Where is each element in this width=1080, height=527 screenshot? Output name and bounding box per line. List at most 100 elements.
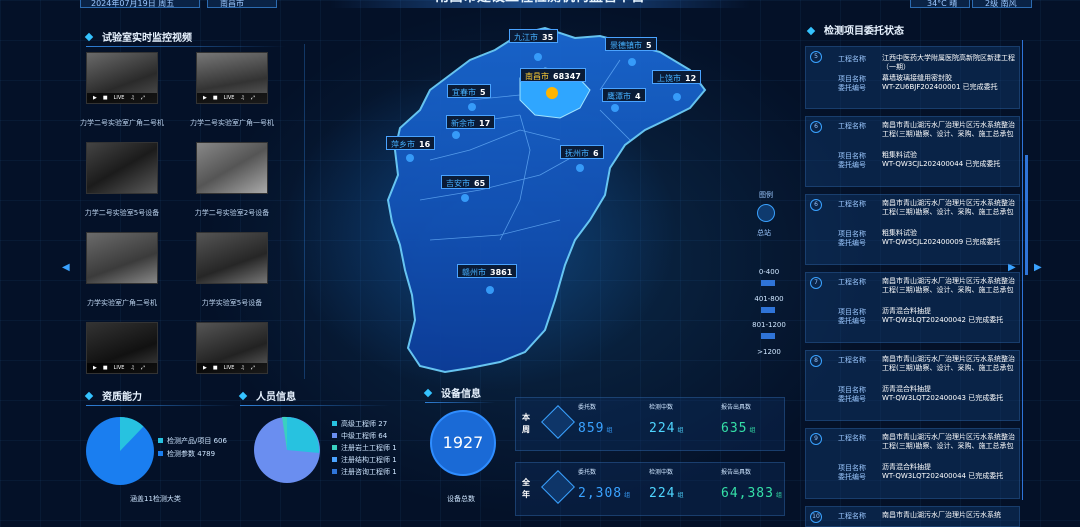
weather-display: 34°C 晴 [910,0,970,8]
qualification-footer: 涵盖11检测大类 [130,495,181,503]
pie-slice-products [120,417,144,451]
personnel-legend-2: 中级工程师 64 [332,431,387,441]
camera-feed-3[interactable] [86,142,158,194]
video-controls[interactable]: ▶ ■ LIVE ♫ ⤢ [197,363,267,373]
pingxiang-marker [406,154,414,162]
diamond-icon [84,32,94,42]
qualification-legend-1: 检测产品/项目 606 [158,436,227,446]
camera-panel-title: 试验室实时监控视频 [84,29,286,47]
nanchang-marker [546,87,558,99]
map-label-pingxiang[interactable]: 萍乡市 16 [386,136,436,150]
chevron-right-icon[interactable]: ▶ [1008,262,1016,273]
yearly-tag: 全年 [522,478,530,499]
city-selector[interactable]: 南昌市 [207,0,277,8]
camera-label-5: 力学实验室广角二号机 [87,299,157,307]
equipment-title: 设备信息 [423,385,495,403]
project-item[interactable]: 10 工程名称 南昌市青山湖污水厂治理片区污水系统 [805,506,1020,527]
map-label-fuzhou[interactable]: 抚州市 6 [560,145,604,159]
personnel-pie [254,416,320,483]
camera-label-4: 力学二号实验室2号设备 [194,209,270,217]
weekly-report-count: 635 组 [721,421,757,436]
video-controls[interactable]: ▶ ■ LIVE ♫ ⤢ [197,93,267,103]
chevron-right-icon[interactable]: ▶ [1034,262,1042,273]
map-label-jingdezhen[interactable]: 景德镇市 5 [605,37,657,51]
project-item[interactable]: 9 工程名称 南昌市青山湖污水厂治理片区污水系统整治工程(三期)勘察、设计、采购… [805,428,1020,499]
station-icon [757,204,775,222]
weekly-entrust-count: 859 组 [578,421,614,436]
weekly-stats: 本周 委托数 859 组 检测中数 224 组 报告出具数 635 组 [515,397,785,451]
video-controls[interactable]: ▶ ■ LIVE ♫ ⤢ [87,363,157,373]
legend-title: 图例 [759,191,773,199]
project-item[interactable]: 8 工程名称 南昌市青山湖污水厂治理片区污水系统整治工程(三期)勘察、设计、采购… [805,350,1020,421]
personnel-legend-5: 注册咨询工程师 1 [332,467,397,477]
yingtan-marker [611,104,619,112]
camera-label-1: 力学二号实验室广角二号机 [80,119,164,127]
wind-display: 2级 南风 [972,0,1032,8]
yearly-testing-count: 224 组 [649,486,685,501]
camera-feed-2[interactable]: ▶ ■ LIVE ♫ ⤢ [196,52,268,104]
pie-slice-other [282,416,287,450]
map-label-jian[interactable]: 吉安市 65 [441,175,491,189]
project-item[interactable]: 6 工程名称 南昌市青山湖污水厂治理片区污水系统整治工程(三期)勘察、设计、采购… [805,116,1020,187]
legend-range-4: >1200 [757,348,781,356]
yearly-stats: 全年 委托数 2,308 组 检测中数 224 组 报告出具数 64,383 组 [515,462,785,516]
equipment-total: 1927 [430,410,496,476]
camera-feed-5[interactable] [86,232,158,284]
chevron-left-icon[interactable]: ◀ [62,262,70,273]
stats-icon [541,405,575,439]
map-label-shangrao[interactable]: 上饶市 12 [652,70,702,84]
page-title: 南昌市建设工程检测机构监管平台 [330,0,750,8]
shangrao-marker [673,93,681,101]
map-label-ganzhou[interactable]: 赣州市 3861 [457,264,518,278]
project-item[interactable]: 5 工程名称 江西中医药大学附属医院高新院区新建工程（一期） 项目名称 幕墙玻璃… [805,46,1020,109]
scrollbar-thumb[interactable] [1025,155,1028,275]
qualification-title: 资质能力 [84,388,236,406]
personnel-legend-3: 注册岩土工程师 1 [332,443,397,453]
diamond-icon [84,391,94,401]
camera-feed-6[interactable] [196,232,268,284]
fuzhou-marker [576,164,584,172]
qualification-legend-2: 检测参数 4789 [158,449,215,459]
personnel-legend-1: 高级工程师 27 [332,419,387,429]
camera-feed-4[interactable] [196,142,268,194]
map-label-nanchang[interactable]: 南昌市 68347 [520,68,586,82]
camera-label-2: 力学二号实验室广角一号机 [190,119,274,127]
project-item[interactable]: 7 工程名称 南昌市青山湖污水厂治理片区污水系统整治工程(三期)勘察、设计、采购… [805,272,1020,343]
map-legend: 图例 总站 0-400 401-800 801-1200 >1200 [745,190,795,365]
legend-station-label: 总站 [757,229,771,237]
camera-feed-8[interactable]: ▶ ■ LIVE ♫ ⤢ [196,322,268,374]
jian-marker [461,194,469,202]
date-display: 2024年07月19日 周五 [80,0,200,8]
map-label-yingtan[interactable]: 鹰潭市 4 [602,88,646,102]
yearly-report-count: 64,383 组 [721,486,783,501]
personnel-legend-4: 注册结构工程师 1 [332,455,397,465]
pie-slice-senior [287,417,320,453]
ganzhou-marker [486,286,494,294]
legend-swatch-1 [761,280,775,286]
map-label-yichun[interactable]: 宜春市 5 [447,84,491,98]
jiujiang-marker [534,53,542,61]
project-item[interactable]: 6 工程名称 南昌市青山湖污水厂治理片区污水系统整治工程(三期)勘察、设计、采购… [805,194,1020,265]
camera-label-6: 力学实验室5号设备 [201,299,263,307]
yichun-marker [468,103,476,111]
map-label-jiujiang[interactable]: 九江市 35 [509,29,559,43]
camera-feed-7[interactable]: ▶ ■ LIVE ♫ ⤢ [86,322,158,374]
video-controls[interactable]: ▶ ■ LIVE ♫ ⤢ [87,93,157,103]
camera-feed-1[interactable]: ▶ ■ LIVE ♫ ⤢ [86,52,158,104]
personnel-title: 人员信息 [238,388,390,406]
projects-panel-title: 检测项目委托状态 [806,22,904,37]
legend-range-2: 401-800 [754,295,784,303]
camera-label-3: 力学二号实验室5号设备 [84,209,160,217]
equipment-footer: 设备总数 [447,495,475,503]
stats-icon [541,470,575,504]
jingdezhen-marker [628,58,636,66]
map-label-xinyu[interactable]: 新余市 17 [446,115,496,129]
legend-range-3: 801-1200 [752,321,786,329]
projects-panel: 检测项目委托状态 5 工程名称 江西中医药大学附属医院高新院区新建工程（一期） … [800,22,1025,527]
panel-divider [1020,40,1023,500]
qualification-pie [86,417,154,485]
weekly-testing-count: 224 组 [649,421,685,436]
diamond-icon [238,391,248,401]
legend-range-1: 0-400 [758,268,780,276]
xinyu-marker [452,131,460,139]
